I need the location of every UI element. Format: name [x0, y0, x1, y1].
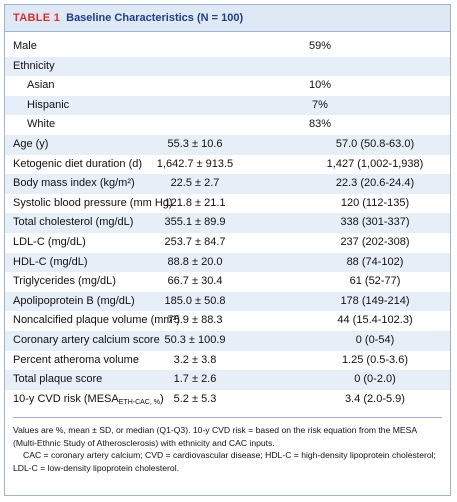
table-row: HDL-C (mg/dL) 88.8 ± 20.0 88 (74-102) — [5, 252, 450, 273]
row-label: 10-y CVD risk (MESAETH-CAC, %) — [13, 390, 164, 410]
row-label: Ketogenic diet duration (d) — [13, 157, 143, 170]
cell-value: 0 (0-2.0) — [354, 373, 396, 386]
table-frame: TABLE 1 Baseline Characteristics (N = 10… — [4, 4, 451, 496]
row-label: HDL-C (mg/dL) — [13, 255, 88, 268]
cell-value: 88 (74-102) — [346, 255, 404, 268]
table-row: LDL-C (mg/dL) 253.7 ± 84.7 237 (202-308) — [5, 233, 450, 253]
row-label: Apolipoprotein B (mg/dL) — [13, 294, 135, 307]
row-label: Total plaque score — [13, 373, 103, 386]
table-row: Coronary artery calcium score 50.3 ± 100.… — [5, 330, 450, 351]
cell-value: 355.1 ± 89.9 — [164, 216, 226, 229]
table-row: Percent atheroma volume 3.2 ± 3.8 1.25 (0.… — [5, 351, 450, 371]
row-label: Asian — [27, 79, 55, 92]
table-title: Baseline Characteristics (N = 100) — [66, 12, 244, 24]
table-row: Total cholesterol (mg/dL) 355.1 ± 89.9 338… — [5, 213, 450, 233]
table-row: Total plaque score 1.7 ± 2.6 0 (0-2.0) — [5, 370, 450, 390]
table-row: Age (y) 55.3 ± 10.6 57.0 (50.8-63.0) — [5, 134, 450, 155]
cell-value: 1,427 (1,002-1,938) — [326, 157, 424, 170]
row-label: Age (y) — [13, 137, 49, 150]
cell-value: 5.2 ± 5.3 — [173, 392, 217, 405]
table-row: Triglycerides (mg/dL) 66.7 ± 30.4 61 (52-7… — [5, 272, 450, 292]
table-row: Ethnicity — [5, 56, 450, 77]
cell-value: 3.4 (2.0-5.9) — [345, 392, 405, 405]
cell-value: 55.3 ± 10.6 — [167, 137, 223, 150]
cell-value: 44 (15.4-102.3) — [337, 314, 413, 327]
cell-value: 75.9 ± 88.3 — [167, 314, 223, 327]
cell-value: 83% — [308, 118, 332, 131]
table-label: TABLE 1 — [13, 12, 61, 24]
cell-value: 120 (112-135) — [340, 196, 410, 209]
footnote: Values are %, mean ± SD, or median (Q1-Q… — [13, 417, 442, 474]
cell-value: 3.2 ± 3.8 — [173, 353, 217, 366]
cell-value: 237 (202-308) — [340, 235, 410, 248]
row-label: Percent atheroma volume — [13, 353, 139, 366]
cell-value: 338 (301-337) — [340, 216, 410, 229]
table-row: Systolic blood pressure (mm Hg) 121.8 ± 2… — [5, 194, 450, 214]
row-label: Noncalcified plaque volume (mm³) — [13, 314, 180, 327]
table-row: Apolipoprotein B (mg/dL) 185.0 ± 50.8 178 … — [5, 291, 450, 312]
cell-value: 22.3 (20.6-24.4) — [335, 177, 415, 190]
row-label: White — [27, 118, 56, 131]
row-label: LDL-C (mg/dL) — [13, 235, 86, 248]
table-row: Asian 10% — [5, 76, 450, 96]
cell-value: 61 (52-77) — [349, 275, 401, 288]
cell-value: 185.0 ± 50.8 — [164, 294, 226, 307]
cell-value: 88.8 ± 20.0 — [167, 255, 223, 268]
footnote-paragraph: CAC = coronary artery calcium; CVD = car… — [13, 450, 436, 473]
row-label: Systolic blood pressure (mm Hg) — [13, 196, 173, 209]
cell-value: 10% — [308, 79, 332, 92]
row-label: Hispanic — [27, 98, 70, 111]
table-row: White 83% — [5, 115, 450, 135]
table-header: TABLE 1 Baseline Characteristics (N = 10… — [5, 5, 450, 32]
cell-value: 0 (0-54) — [355, 333, 395, 346]
cell-value: 50.3 ± 100.9 — [164, 333, 226, 346]
cell-value: 57.0 (50.8-63.0) — [335, 137, 415, 150]
table-body: Male 59% Ethnicity Asian 10% Hispanic 7% White 8… — [5, 37, 450, 409]
table-row: Noncalcified plaque volume (mm³) 75.9 ± 8… — [5, 311, 450, 331]
cell-value: 178 (149-214) — [340, 294, 410, 307]
row-label: Male — [13, 40, 37, 52]
cell-value: 59% — [308, 40, 332, 52]
cell-value: 1,642.7 ± 913.5 — [156, 157, 234, 170]
row-label: Triglycerides (mg/dL) — [13, 275, 116, 288]
label-tail: ) — [159, 392, 164, 405]
row-label: Ethnicity — [13, 59, 55, 72]
label-subscript: ETH-CAC, % — [118, 398, 160, 406]
cell-value: 1.7 ± 2.6 — [173, 373, 217, 386]
cell-value: 7% — [312, 98, 328, 111]
table-row: Body mass index (kg/m²) 22.5 ± 2.7 22.3 (2… — [5, 174, 450, 194]
row-label: Total cholesterol (mg/dL) — [13, 216, 134, 229]
table-row: Male 59% — [5, 37, 450, 57]
row-label: Body mass index (kg/m²) — [13, 177, 135, 190]
cell-value: 253.7 ± 84.7 — [164, 235, 226, 248]
cell-value: 22.5 ± 2.7 — [170, 177, 220, 190]
table-row: 10-y CVD risk (MESAETH-CAC, %) 5.2 ± 5.3 3… — [5, 390, 450, 410]
cell-value: 121.8 ± 21.1 — [164, 196, 226, 209]
table-row: Ketogenic diet duration (d) 1,642.7 ± 913… — [5, 155, 450, 175]
cell-value: 66.7 ± 30.4 — [167, 275, 223, 288]
label-text: 10-y CVD risk (MESA — [13, 392, 119, 405]
table-row: Hispanic 7% — [5, 95, 450, 116]
row-label: Coronary artery calcium score — [13, 333, 160, 346]
cell-value: 1.25 (0.5-3.6) — [341, 353, 409, 366]
footnote-paragraph: Values are %, mean ± SD, or median (Q1-Q… — [13, 425, 417, 448]
